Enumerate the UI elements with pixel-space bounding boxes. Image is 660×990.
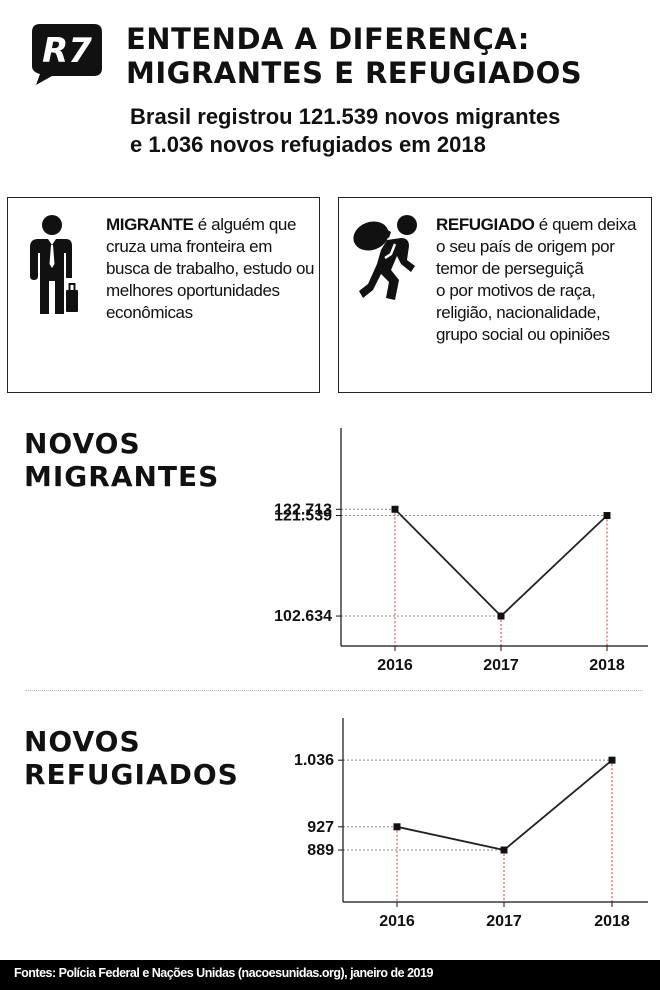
data-point bbox=[500, 846, 508, 854]
refugiado-line-2: o seu país de origem por bbox=[436, 237, 615, 256]
migrantes-section-title: NOVOS MIGRANTES bbox=[24, 427, 264, 493]
refugiado-line-3: temor de perseguiçã bbox=[436, 259, 584, 278]
refugiados-line-chart: 2016 927 2017 889 2018 1.036 bbox=[294, 718, 648, 930]
refugiado-line-4: o por motivos de raça, bbox=[436, 281, 596, 300]
migrantes-title-line-2: MIGRANTES bbox=[24, 460, 220, 493]
migrante-line-3: busca de trabalho, estudo ou bbox=[106, 259, 315, 278]
title-line-2: MIGRANTES E REFUGIADOS bbox=[126, 56, 583, 90]
data-point bbox=[608, 756, 616, 764]
series-line bbox=[394, 508, 608, 618]
data-point bbox=[391, 505, 399, 513]
refugiados-title-line-2: REFUGIADOS bbox=[24, 758, 239, 791]
migrante-line-5: econômicas bbox=[106, 303, 193, 322]
subtitle-line-2: e 1.036 novos refugiados em 2018 bbox=[130, 132, 486, 157]
refugiado-definition-box: REFUGIADO é quem deixa o seu país de ori… bbox=[338, 197, 652, 393]
x-tick-label: 2016 bbox=[377, 657, 413, 674]
source-note: Fontes: Polícia Federal e Nações Unidas … bbox=[14, 966, 433, 980]
migrantes-title-line-1: NOVOS bbox=[24, 427, 141, 460]
data-point bbox=[603, 512, 611, 520]
migrante-definition-box: MIGRANTE é alguém que cruza uma fronteir… bbox=[7, 197, 320, 393]
refugiado-definition-text: REFUGIADO é quem deixa o seu país de ori… bbox=[436, 214, 646, 346]
refugiados-title-line-1: NOVOS bbox=[24, 725, 141, 758]
y-value-label: 121.539 bbox=[274, 508, 332, 525]
data-point bbox=[393, 823, 401, 831]
subtitle-line-1: Brasil registrou 121.539 novos migrantes bbox=[130, 104, 561, 129]
r7-logo: R7 bbox=[32, 24, 102, 85]
refugiado-line-6: grupo social ou opiniões bbox=[436, 325, 610, 344]
footer-bar: Fontes: Polícia Federal e Nações Unidas … bbox=[0, 960, 660, 990]
page-subtitle: Brasil registrou 121.539 novos migrantes… bbox=[130, 103, 650, 159]
x-tick-label: 2018 bbox=[589, 657, 625, 674]
section-divider bbox=[25, 690, 643, 691]
y-value-label: 122.713 bbox=[274, 501, 332, 518]
migrantes-line-chart: 2016 122.713 2017 102.634 2018 121.539 bbox=[274, 428, 648, 674]
y-value-label: 1.036 bbox=[294, 752, 334, 769]
series-line bbox=[396, 759, 613, 852]
y-value-label: 889 bbox=[307, 842, 334, 859]
migrante-line-4: melhores oportunidades bbox=[106, 281, 280, 300]
logo-text: R7 bbox=[42, 31, 92, 71]
x-tick-label: 2016 bbox=[379, 913, 415, 930]
x-tick-label: 2017 bbox=[483, 657, 519, 674]
migrante-line-1: é alguém que bbox=[193, 215, 297, 234]
page-title: ENTENDA A DIFERENÇA: MIGRANTES E REFUGIA… bbox=[126, 22, 646, 90]
person-carrying-sack-icon bbox=[353, 215, 417, 300]
title-line-1: ENTENDA A DIFERENÇA: bbox=[126, 22, 530, 56]
migrante-definition-text: MIGRANTE é alguém que cruza uma fronteir… bbox=[106, 214, 316, 324]
data-point bbox=[497, 612, 505, 620]
migrante-line-2: cruza uma fronteira em bbox=[106, 237, 272, 256]
refugiado-line-1: é quem deixa bbox=[534, 215, 637, 234]
refugiado-term: REFUGIADO bbox=[436, 215, 535, 234]
x-tick-label: 2018 bbox=[594, 913, 630, 930]
migrante-term: MIGRANTE bbox=[106, 215, 194, 234]
x-tick-label: 2017 bbox=[486, 913, 522, 930]
y-value-label: 102.634 bbox=[274, 608, 332, 625]
businessman-with-suitcase-icon bbox=[30, 215, 78, 314]
refugiados-section-title: NOVOS REFUGIADOS bbox=[24, 725, 264, 791]
y-value-label: 927 bbox=[307, 819, 334, 836]
refugiado-line-5: religião, nacionalidade, bbox=[436, 303, 601, 322]
